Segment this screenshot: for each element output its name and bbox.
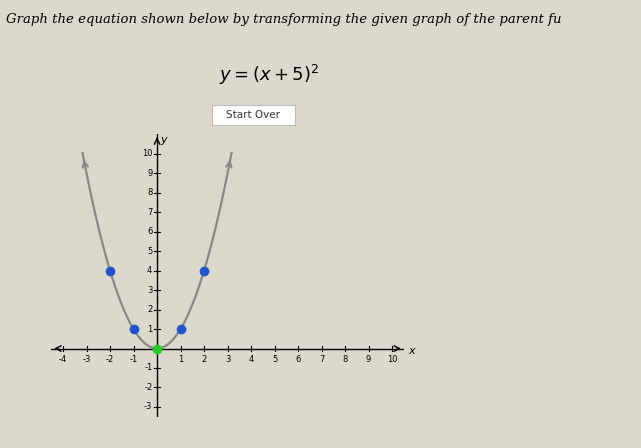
Text: 4: 4 (147, 266, 153, 275)
Text: Start Over: Start Over (226, 110, 280, 121)
Text: -2: -2 (144, 383, 153, 392)
Text: 1: 1 (147, 324, 153, 334)
Text: $y = (x + 5)^2$: $y = (x + 5)^2$ (219, 63, 319, 87)
Text: x: x (408, 346, 415, 357)
Text: 5: 5 (147, 247, 153, 256)
Text: -3: -3 (144, 402, 153, 411)
Text: 10: 10 (142, 149, 153, 158)
Text: -3: -3 (82, 355, 91, 364)
Text: 2: 2 (147, 305, 153, 314)
Text: 7: 7 (147, 208, 153, 217)
Text: 8: 8 (147, 188, 153, 197)
Text: 2: 2 (201, 355, 206, 364)
Text: 8: 8 (342, 355, 348, 364)
Text: -1: -1 (144, 363, 153, 372)
Text: -2: -2 (106, 355, 114, 364)
Text: 7: 7 (319, 355, 324, 364)
Text: y: y (160, 135, 167, 145)
Text: 5: 5 (272, 355, 277, 364)
Text: 9: 9 (147, 169, 153, 178)
Text: Graph the equation shown below by transforming the given graph of the parent fu: Graph the equation shown below by transf… (6, 13, 562, 26)
Text: -4: -4 (59, 355, 67, 364)
Text: 9: 9 (366, 355, 371, 364)
Text: 6: 6 (147, 227, 153, 236)
Text: 3: 3 (147, 286, 153, 295)
Text: 4: 4 (249, 355, 254, 364)
Text: 3: 3 (225, 355, 230, 364)
Text: -1: -1 (129, 355, 138, 364)
Text: 6: 6 (296, 355, 301, 364)
Text: 1: 1 (178, 355, 183, 364)
Text: 10: 10 (387, 355, 397, 364)
